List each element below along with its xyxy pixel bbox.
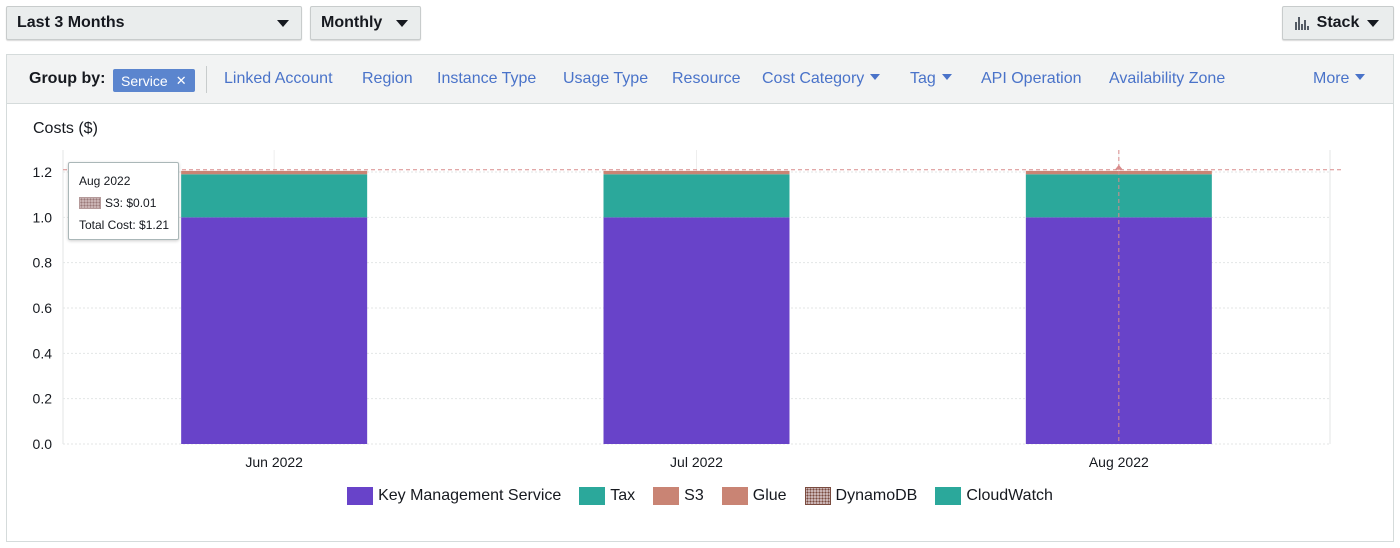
granularity-dropdown[interactable]: Monthly — [310, 6, 421, 40]
legend-swatch — [804, 487, 831, 505]
legend-swatch — [347, 487, 374, 505]
tooltip-period: Aug 2022 — [79, 174, 131, 188]
chip-label: Service — [121, 72, 168, 89]
legend-item-s3[interactable]: S3 — [653, 487, 704, 505]
chart-tooltip: Aug 2022 S3: $0.01 Total Cost: $1.21 — [68, 162, 179, 240]
legend-label: S3 — [684, 487, 704, 504]
tooltip-line: S3: $0.01 — [79, 196, 178, 210]
y-tick-label: 1.2 — [33, 164, 53, 180]
bar-segment-s3 — [603, 172, 790, 175]
y-tick-label: 0.2 — [33, 391, 53, 407]
legend-item-tax[interactable]: Tax — [579, 487, 635, 505]
bar-segment-glue — [181, 170, 368, 172]
y-tick-label: 0.6 — [33, 300, 53, 316]
chevron-down-icon — [1367, 19, 1380, 27]
legend-item-key-management-service[interactable]: Key Management Service — [347, 487, 561, 505]
bar-segment-glue — [603, 170, 790, 172]
legend-item-glue[interactable]: Glue — [721, 487, 787, 505]
legend-label: Glue — [752, 487, 787, 504]
group-by-more[interactable]: More — [1313, 70, 1366, 88]
divider — [206, 66, 207, 93]
y-tick-label: 0.4 — [33, 345, 53, 361]
group-by-region[interactable]: Region — [362, 70, 413, 87]
bar-segment-key-management-service — [181, 217, 368, 444]
y-tick-label: 1.0 — [33, 209, 53, 225]
legend-item-cloudwatch[interactable]: CloudWatch — [935, 487, 1053, 505]
legend-label: Key Management Service — [378, 487, 562, 504]
group-by-resource[interactable]: Resource — [672, 70, 741, 87]
x-tick-label: Jul 2022 — [670, 454, 723, 470]
group-by-linked-account[interactable]: Linked Account — [224, 70, 333, 87]
bar-segment-tax — [181, 174, 368, 218]
date-range-label: Last 3 Months — [17, 14, 125, 31]
x-tick-label: Jun 2022 — [245, 454, 303, 470]
close-icon[interactable]: ✕ — [175, 72, 187, 88]
y-tick-label: 0.8 — [33, 255, 53, 271]
bar-segment-key-management-service — [603, 217, 790, 444]
legend-swatch — [721, 487, 748, 505]
hover-marker — [1114, 164, 1123, 170]
bar-segment-s3 — [181, 172, 368, 175]
chevron-down-icon — [396, 19, 408, 27]
group-by-instance-type[interactable]: Instance Type — [437, 70, 537, 87]
chevron-down-icon — [941, 74, 952, 80]
group-by-cost-category[interactable]: Cost Category — [762, 70, 881, 88]
group-by-availability-zone[interactable]: Availability Zone — [1109, 70, 1226, 87]
chart-legend: Key Management Service Tax S3 Glue DynamoDB C… — [0, 487, 1400, 505]
group-by-api-operation[interactable]: API Operation — [981, 70, 1082, 87]
tooltip-total: Total Cost: $1.21 — [79, 218, 170, 232]
chevron-down-icon — [870, 74, 881, 80]
y-tick-label: 0.0 — [33, 436, 53, 452]
group-by-label: Group by: — [29, 70, 106, 87]
bar-chart-icon — [1294, 16, 1309, 30]
x-tick-label: Aug 2022 — [1089, 454, 1149, 470]
chart-style-dropdown[interactable]: Stack — [1282, 6, 1394, 40]
bar-segment-tax — [603, 174, 790, 218]
legend-swatch — [653, 487, 680, 505]
legend-swatch — [935, 487, 962, 505]
legend-label: Tax — [610, 487, 636, 504]
s3-swatch — [79, 197, 101, 209]
chevron-down-icon — [1355, 74, 1366, 80]
legend-label: CloudWatch — [966, 487, 1053, 504]
granularity-label: Monthly — [321, 14, 383, 31]
chart-y-axis-title: Costs ($) — [33, 120, 98, 137]
legend-item-dynamodb[interactable]: DynamoDB — [804, 487, 918, 505]
chevron-down-icon — [277, 19, 289, 27]
chart-style-label: Stack — [1316, 14, 1360, 31]
group-by-usage-type[interactable]: Usage Type — [563, 70, 649, 87]
date-range-dropdown[interactable]: Last 3 Months — [6, 6, 302, 40]
group-by-service-chip[interactable]: Service ✕ — [113, 69, 195, 92]
group-by-bar: Group by: Service ✕ Linked Account Regio… — [7, 55, 1393, 104]
group-by-tag[interactable]: Tag — [910, 70, 952, 88]
legend-label: DynamoDB — [835, 487, 918, 504]
legend-swatch — [579, 487, 606, 505]
